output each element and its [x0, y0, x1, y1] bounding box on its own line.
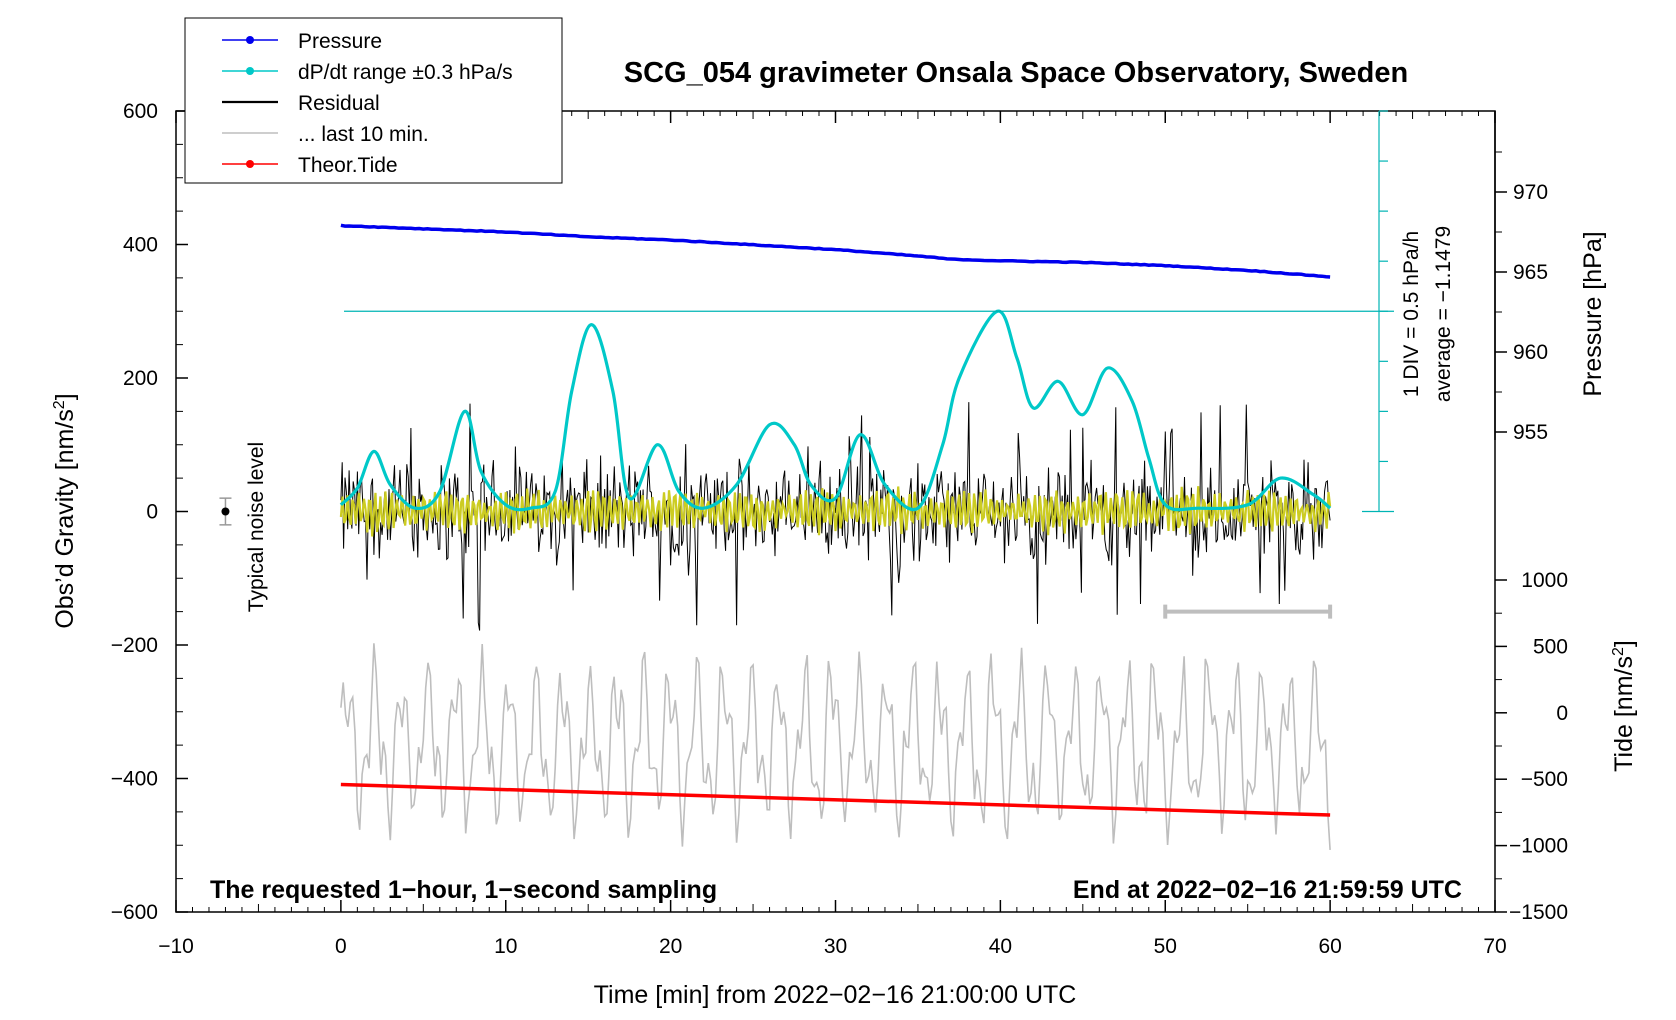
y-left-tick-label: 0: [146, 501, 158, 524]
x-tick-label: 60: [1318, 935, 1341, 958]
chart-title: SCG_054 gravimeter Onsala Space Observat…: [624, 57, 1408, 89]
dpdt-line: [339, 309, 1332, 512]
x-axis-title: Time [min] from 2022−02−16 21:00:00 UTC: [594, 981, 1077, 1009]
legend-marker: [246, 67, 254, 75]
tide-tick-label: 1000: [1521, 569, 1568, 592]
x-tick-label: 70: [1483, 935, 1506, 958]
legend-label: Theor.Tide: [298, 154, 398, 177]
y-left-tick-label: −600: [111, 901, 158, 924]
tide-line: [340, 782, 1331, 817]
tide-tick-label: −500: [1521, 768, 1568, 791]
div-label: 1 DIV = 0.5 hPa/h: [1400, 231, 1423, 397]
legend-marker: [246, 160, 254, 168]
legend: Pressure dP/dt range ±0.3 hPa/s Residual..…: [184, 17, 563, 184]
x-tick-label: 20: [659, 935, 682, 958]
noise-level-label: Typical noise level: [245, 442, 268, 612]
x-tick-label: 10: [494, 935, 517, 958]
series-layer: [339, 223, 1332, 850]
sampling-annotation: The requested 1−hour, 1−second sampling: [210, 876, 717, 904]
pressure-tick-label: 965: [1513, 261, 1548, 284]
x-tick-label: −10: [158, 935, 194, 958]
y-left-tick-label: 400: [123, 234, 158, 257]
y-right-tide-title: Tide [nm/s2]: [1610, 640, 1638, 772]
residual-line: [340, 402, 1331, 631]
pressure-line: [340, 223, 1331, 279]
tide-tick-label: −1500: [1509, 901, 1568, 924]
overlay-layer: [219, 110, 1394, 619]
tide-tick-label: 500: [1533, 635, 1568, 658]
average-label: average = −1.1479: [1432, 226, 1455, 402]
y-left-tick-label: 200: [123, 367, 158, 390]
legend-label: Residual: [298, 92, 380, 115]
legend-marker: [246, 36, 254, 44]
filtered-line: [339, 486, 1332, 537]
noise-level-point: [221, 507, 230, 516]
x-tick-label: 30: [824, 935, 847, 958]
pressure-tick-label: 970: [1513, 181, 1548, 204]
legend-items: Pressure dP/dt range ±0.3 hPa/s Residual..…: [222, 30, 513, 177]
pressure-tick-label: 960: [1513, 341, 1548, 364]
x-tick-label: 0: [335, 935, 347, 958]
end-time-annotation: End at 2022−02−16 21:59:59 UTC: [1073, 876, 1462, 904]
y-left-tick-label: −200: [111, 634, 158, 657]
tide-tick-label: −1000: [1509, 835, 1568, 858]
y-left-tick-label: −400: [111, 768, 158, 791]
last-10-min-line: [340, 643, 1331, 850]
y-right-pressure-title: Pressure [hPa]: [1579, 231, 1607, 396]
y-left-axis-title: Obs’d Gravity [nm/s2]: [51, 393, 79, 628]
x-tick-label: 40: [989, 935, 1012, 958]
legend-label: Pressure: [298, 30, 382, 53]
y-left-tick-label: 600: [123, 100, 158, 123]
legend-box: [184, 17, 563, 184]
legend-label: ... last 10 min.: [298, 123, 429, 146]
pressure-tick-label: 955: [1513, 421, 1548, 444]
tide-tick-label: 0: [1556, 702, 1568, 725]
legend-label: dP/dt range ±0.3 hPa/s: [298, 61, 513, 84]
x-tick-label: 50: [1154, 935, 1177, 958]
axis-tick-labels: −10 0 10 20 30 40 50 60 70 600 400 200 0 −200 −400 −600…: [111, 100, 1568, 958]
